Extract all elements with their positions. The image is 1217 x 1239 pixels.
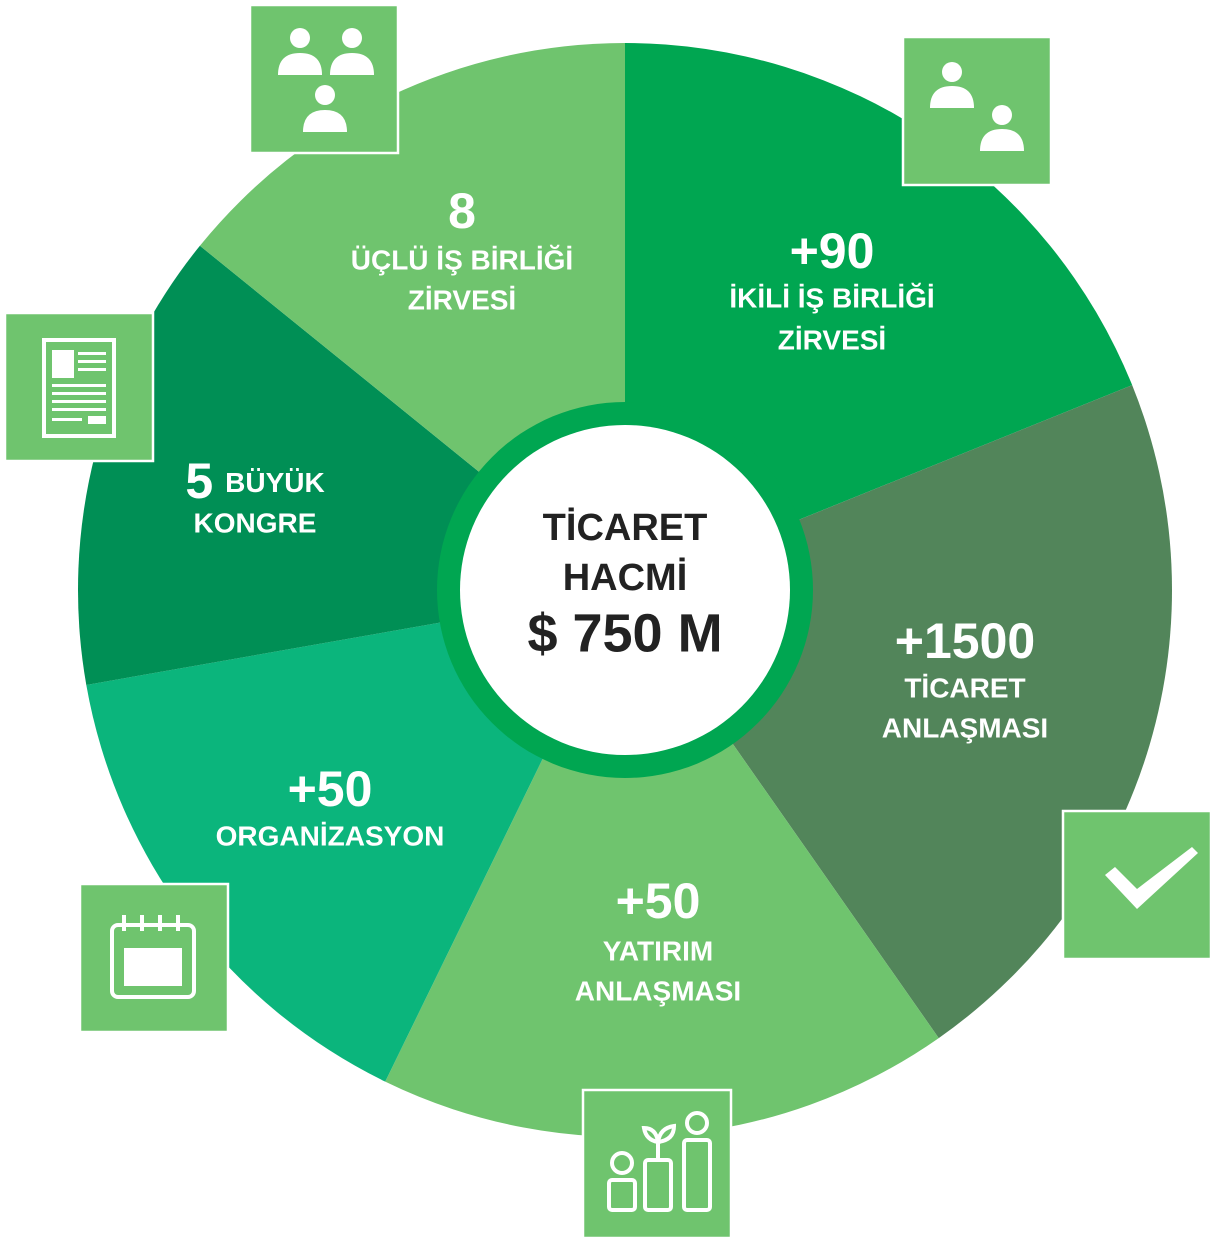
center-disc [460, 425, 790, 755]
segment-label: İKİLİ İŞ BİRLİĞİ [729, 282, 934, 313]
segment-label: ÜÇLÜ İŞ BİRLİĞİ [351, 244, 573, 275]
icon-check [1061, 809, 1213, 961]
icon-document [3, 311, 155, 463]
segment-value: 8 [448, 183, 476, 239]
segment-label: ANLAŞMASI [882, 712, 1048, 743]
icon-two-people [901, 35, 1053, 187]
center-line: TİCARET [543, 507, 708, 549]
segment-heading: 5 BÜYÜK [185, 453, 324, 509]
center-value: $ 750 M [527, 603, 722, 663]
segment-label: KONGRE [194, 507, 317, 538]
segment-value: +50 [288, 761, 373, 817]
segment-value: +50 [616, 873, 701, 929]
wedge [385, 590, 939, 1137]
segment-value: +90 [790, 223, 875, 279]
icon-three-people [248, 3, 400, 155]
segment-value: 5 [185, 453, 213, 509]
icon-money [581, 1088, 733, 1239]
segment-label: ORGANİZASYON [216, 820, 445, 851]
icon-calendar [78, 882, 230, 1034]
segment-label: BÜYÜK [225, 467, 325, 498]
segment-label: TİCARET [904, 672, 1025, 703]
segment-label: YATIRIM [603, 935, 713, 966]
segment-label: ZİRVESİ [408, 284, 516, 315]
segment-value: +1500 [895, 613, 1035, 669]
center-line: HACMİ [563, 557, 688, 599]
segment-label: ZİRVESİ [778, 324, 886, 355]
segment-label: ANLAŞMASI [575, 975, 741, 1006]
